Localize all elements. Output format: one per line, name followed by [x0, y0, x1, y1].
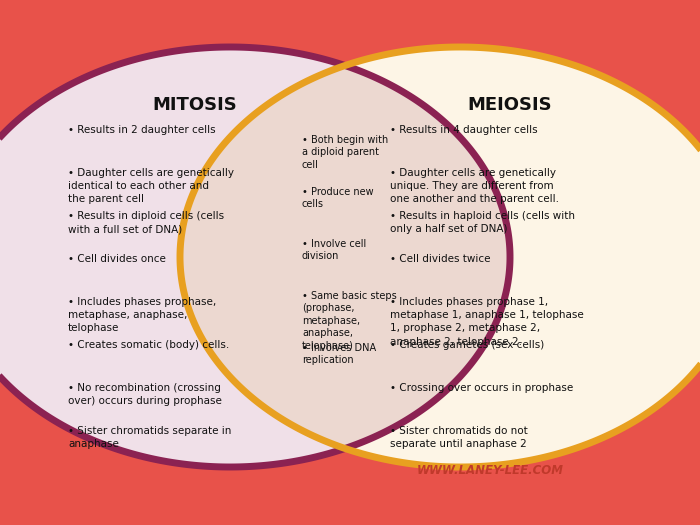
Text: • Results in 4 daughter cells: • Results in 4 daughter cells — [390, 125, 538, 135]
Polygon shape — [180, 66, 510, 448]
Text: • Daughter cells are genetically
unique. They are different from
one another and: • Daughter cells are genetically unique.… — [390, 168, 559, 204]
Text: • Creates gametes (sex cells): • Creates gametes (sex cells) — [390, 340, 545, 350]
Text: • Same basic steps
(prophase,
metaphase,
anaphase,
telophase): • Same basic steps (prophase, metaphase,… — [302, 291, 397, 351]
Text: • Cell divides twice: • Cell divides twice — [390, 254, 491, 264]
Text: • Cell divides once: • Cell divides once — [68, 254, 166, 264]
Text: MEIOSIS: MEIOSIS — [468, 96, 552, 114]
Text: • Crossing over occurs in prophase: • Crossing over occurs in prophase — [390, 383, 573, 393]
Text: • Produce new
cells: • Produce new cells — [302, 187, 374, 209]
Text: • Both begin with
a diploid parent
cell: • Both begin with a diploid parent cell — [302, 135, 388, 170]
Text: • Sister chromatids do not
separate until anaphase 2: • Sister chromatids do not separate unti… — [390, 426, 528, 449]
Polygon shape — [0, 47, 510, 467]
Text: • Sister chromatids separate in
anaphase: • Sister chromatids separate in anaphase — [68, 426, 232, 449]
Text: • Creates somatic (body) cells.: • Creates somatic (body) cells. — [68, 340, 230, 350]
Text: MITOSIS: MITOSIS — [153, 96, 237, 114]
Text: • Involves DNA
replication: • Involves DNA replication — [302, 343, 376, 365]
Text: • No recombination (crossing
over) occurs during prophase: • No recombination (crossing over) occur… — [68, 383, 222, 406]
Polygon shape — [180, 47, 700, 467]
Text: • Involve cell
division: • Involve cell division — [302, 239, 366, 261]
Text: • Results in diploid cells (cells
with a full set of DNA): • Results in diploid cells (cells with a… — [68, 211, 224, 234]
Text: • Includes phases prophase 1,
metaphase 1, anaphase 1, telophase
1, prophase 2, : • Includes phases prophase 1, metaphase … — [390, 297, 584, 346]
Text: • Includes phases prophase,
metaphase, anaphase,
telophase: • Includes phases prophase, metaphase, a… — [68, 297, 216, 333]
Text: • Results in 2 daughter cells: • Results in 2 daughter cells — [68, 125, 216, 135]
Text: • Daughter cells are genetically
identical to each other and
the parent cell: • Daughter cells are genetically identic… — [68, 168, 234, 204]
Text: MITOSIS VS. MEIOSIS VENN DIAGRAM: MITOSIS VS. MEIOSIS VENN DIAGRAM — [130, 15, 570, 35]
Text: • Results in haploid cells (cells with
only a half set of DNA): • Results in haploid cells (cells with o… — [390, 211, 575, 234]
Text: WWW.LANEY-LEE.COM: WWW.LANEY-LEE.COM — [416, 464, 564, 477]
